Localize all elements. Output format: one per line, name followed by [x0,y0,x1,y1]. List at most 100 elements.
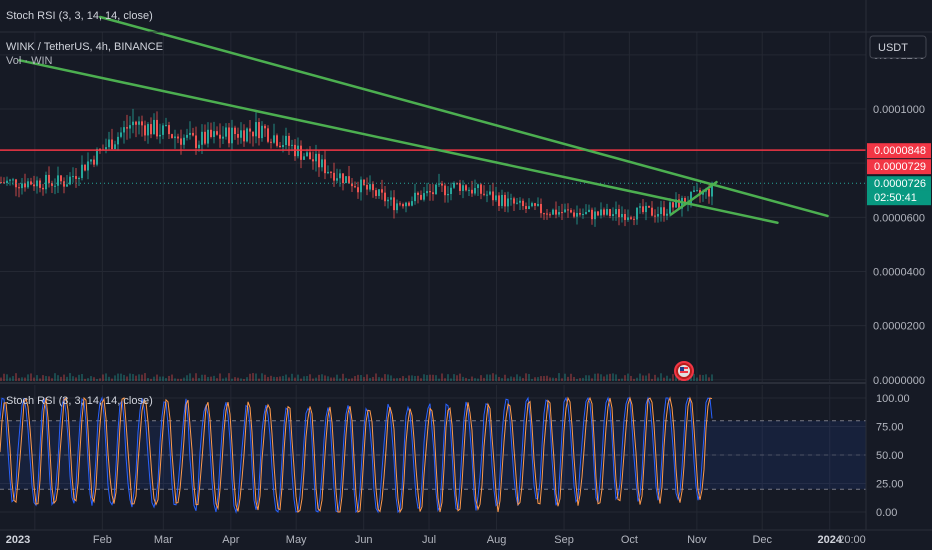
volume-bar [447,374,449,381]
candle-body [120,132,122,137]
volume-bar [435,375,437,381]
candle-body [477,184,479,189]
volume-bar [105,373,107,381]
volume-bar [168,375,170,381]
candle-body [480,184,482,194]
candle-body [591,209,593,220]
time-axis[interactable]: 2023 Feb Mar Apr May Jun Jul Aug Sep Oct Nov Dec 202… [6,534,866,546]
candle-body [189,132,191,135]
candle-body [468,189,470,191]
volume-bar [459,373,461,381]
candle-body [171,134,173,139]
stoch-rsi-pane[interactable] [0,385,866,530]
volume-bar [564,373,566,381]
candle-body [357,187,359,193]
volume-bar [366,374,368,381]
candle-body [162,125,164,135]
trendlines[interactable] [18,15,829,224]
volume-bar [27,374,29,381]
flag-icon[interactable] [674,361,694,381]
volume-label[interactable]: Vol · WIN [6,55,53,67]
volume-bar [453,374,455,381]
volume-bars [0,373,713,381]
candle-body [12,179,14,181]
candle-body [510,198,512,200]
candle-body [108,139,110,148]
candle-body [57,175,59,186]
volume-bar [303,376,305,381]
candle-body [495,195,497,201]
volume-bar [321,374,323,381]
countdown-badge: 02:50:41 [867,190,931,206]
candle-body [492,191,494,201]
volume-bar [711,374,713,381]
time-tick-label: Jul [422,534,436,546]
candle-body [303,156,305,160]
volume-bar [540,376,542,381]
indicator-title[interactable]: Stoch RSI (3, 3, 14, 14, close) [6,10,153,22]
candle-body [219,134,221,139]
volume-bar [561,378,563,381]
candle-body [258,122,260,139]
volume-bar [15,373,17,381]
candle-body [669,202,671,214]
volume-bar [123,374,125,381]
volume-bar [537,377,539,381]
volume-bar [534,377,536,381]
time-tick-label: Feb [93,534,112,546]
candle-body [282,145,284,148]
candle-body [507,198,509,207]
trendline[interactable] [18,59,779,224]
candle-body [558,212,560,215]
volume-bar [474,378,476,381]
price-axis-background [866,0,932,550]
symbol-title[interactable]: WINK / TetherUS, 4h, BINANCE [6,41,163,53]
candle-body [672,202,674,208]
candle-body [78,178,80,180]
stoch-tick-label: 75.00 [876,422,904,434]
volume-bar [255,373,257,381]
candle-body [660,207,662,214]
volume-bar [666,375,668,381]
stoch-axis[interactable]: 100.00 75.00 50.00 25.00 0.00 [876,393,910,519]
volume-bar [606,374,608,381]
volume-bar [213,375,215,381]
volume-bar [144,373,146,381]
candle-body [96,148,98,165]
volume-bar [285,374,287,381]
price-tick-label: 0.0000200 [873,321,925,333]
volume-bar [24,377,26,381]
candle-body [156,119,158,137]
candle-body [594,211,596,220]
candle-body [105,147,107,150]
trendline[interactable] [669,180,718,216]
candle-body [630,217,632,219]
price-tick-label: 0.0000000 [873,375,925,387]
volume-bar [96,378,98,381]
stoch-pane-title[interactable]: Stoch RSI (3, 3, 14, 14, close) [6,395,153,407]
candle-body [177,136,179,139]
currency-button[interactable]: USDT [869,35,927,59]
volume-bar [237,377,239,381]
volume-bar [84,378,86,381]
candle-body [306,152,308,157]
volume-bar [486,374,488,381]
candle-body [192,132,194,136]
candle-body [315,153,317,162]
candle-body [33,184,35,187]
volume-bar [162,376,164,381]
trendline[interactable] [98,15,829,218]
volume-bar [510,376,512,381]
volume-bar [243,378,245,381]
candle-body [147,124,149,136]
volume-bar [588,375,590,381]
candle-body [615,209,617,215]
volume-bar [90,376,92,381]
price-pane[interactable] [0,15,866,383]
volume-bar [702,375,704,381]
volume-bar [546,375,548,381]
volume-bar [705,374,707,381]
candle-body [678,199,680,209]
volume-bar [432,374,434,381]
